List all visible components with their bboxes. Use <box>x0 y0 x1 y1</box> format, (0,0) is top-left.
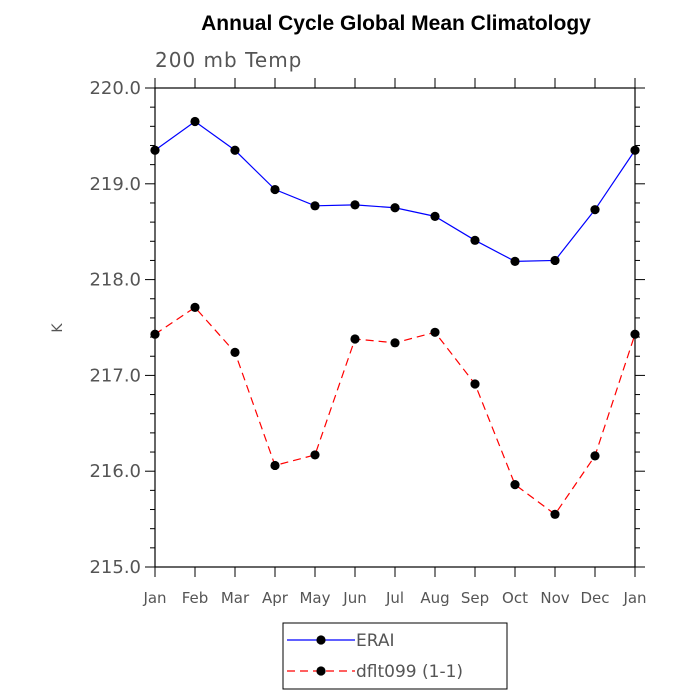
data-point <box>390 338 400 348</box>
y-tick-label: 216.0 <box>89 461 141 482</box>
data-point <box>590 451 600 461</box>
series-layer <box>150 116 640 519</box>
chart-title: Annual Cycle Global Mean Climatology <box>201 12 591 35</box>
axes: 215.0 216.0 217.0 218.0 219.0 220.0 Jan Feb Mar A… <box>89 78 647 607</box>
data-point <box>230 347 240 358</box>
x-tick-label: Nov <box>540 589 569 607</box>
data-point <box>190 302 200 312</box>
legend-label: ERAI <box>356 631 395 651</box>
x-tick-label: Jul <box>385 589 404 607</box>
x-tick-label: Mar <box>221 589 250 607</box>
data-point <box>510 480 520 490</box>
plot-frame <box>154 87 636 568</box>
data-point <box>550 255 560 266</box>
data-point <box>590 205 600 215</box>
series-0 <box>150 116 640 266</box>
chart-subtitle: 200 mb Temp <box>155 48 302 72</box>
legend-box <box>282 622 508 690</box>
x-tick-label: Aug <box>420 589 449 607</box>
data-point <box>270 460 280 471</box>
data-point <box>230 145 240 155</box>
y-tick-label: 220.0 <box>89 78 141 99</box>
data-point <box>150 329 160 339</box>
y-tick-label: 217.0 <box>89 365 141 386</box>
data-point <box>470 379 480 389</box>
data-point <box>390 203 400 213</box>
x-tick-label: Jun <box>342 589 366 607</box>
data-point <box>350 334 360 344</box>
data-point <box>510 256 520 266</box>
data-point <box>310 450 320 460</box>
data-point <box>310 201 320 211</box>
x-tick-label: Oct <box>502 589 528 607</box>
data-point <box>470 235 480 245</box>
x-tick-label: Feb <box>182 589 209 607</box>
data-point <box>550 509 560 519</box>
data-point <box>190 116 200 127</box>
x-tick-label: Sep <box>461 589 489 607</box>
data-point <box>430 211 440 221</box>
data-point <box>430 327 440 337</box>
legend-label: dflt099 (1-1) <box>356 662 463 682</box>
x-tick-label: Apr <box>262 589 289 607</box>
data-point <box>270 184 280 195</box>
data-point <box>150 145 160 155</box>
x-tick-label: Dec <box>580 589 609 607</box>
x-tick-label: May <box>299 589 330 607</box>
series-1 <box>150 302 640 519</box>
legend: ERAI dflt099 (1-1) <box>282 622 508 690</box>
x-tick-label: Jan <box>142 589 166 607</box>
data-point <box>630 329 640 339</box>
legend-swatch-marker <box>316 635 326 645</box>
y-tick-label: 219.0 <box>89 174 141 195</box>
y-tick-label: 215.0 <box>89 557 141 578</box>
data-point <box>350 200 360 210</box>
legend-swatch-marker <box>316 666 326 676</box>
x-tick-label: Jan <box>622 589 646 607</box>
y-axis-label: K <box>50 323 66 333</box>
y-tick-label: 218.0 <box>89 270 141 291</box>
data-point <box>630 145 640 155</box>
series-line <box>154 120 636 263</box>
